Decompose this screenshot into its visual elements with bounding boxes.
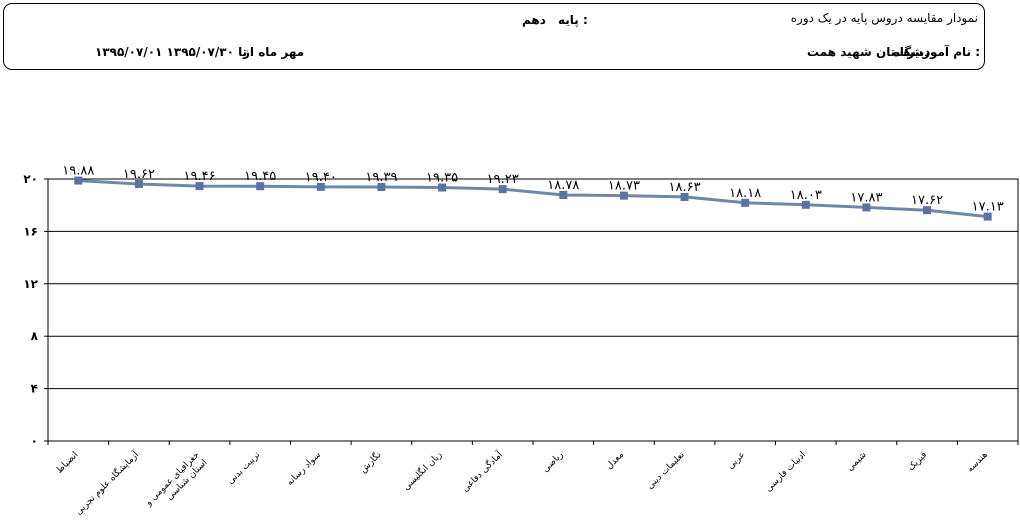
data-label: ۱۷.۱۳: [972, 200, 1004, 215]
data-point: [983, 212, 992, 221]
data-point: [74, 176, 83, 185]
x-tick-label: آمادگی دفاعی: [459, 448, 505, 494]
chart-title: نمودار مقایسه دروس پایه در یک دوره: [790, 11, 978, 25]
period-label: مهر ماه از: [243, 45, 305, 59]
data-label: ۱۹.۸۸: [62, 164, 94, 179]
data-point: [134, 179, 143, 188]
plot-frame: [47, 178, 1019, 442]
x-tick-label: ریاضی: [541, 450, 566, 475]
x-tick-label-line: ریاضی: [541, 450, 566, 475]
header-box: [3, 3, 985, 70]
y-tick-label: ۴: [31, 382, 38, 396]
x-tick-label: جغرافیای عمومی واستان شناسی: [143, 450, 209, 516]
x-tick-label: هندسه: [965, 450, 990, 475]
grade-value: دهم: [522, 13, 546, 27]
x-tick-label-line: شیمی: [845, 450, 868, 473]
data-point: [195, 182, 204, 191]
x-tick-label: ادبیات فارسی: [764, 450, 808, 494]
x-tick-label-line: نگارش: [357, 449, 384, 476]
x-tick-label-line: تربیت بدنی: [226, 450, 263, 487]
x-tick-label-line: فیزیک: [906, 450, 929, 473]
x-tick-label-line: آمادگی دفاعی: [459, 448, 505, 494]
data-label: ۱۷.۸۳: [850, 190, 882, 205]
x-tick-label-line: انضباط: [55, 450, 81, 476]
x-tick-label-line: ادبیات فارسی: [764, 450, 808, 494]
data-point: [498, 185, 507, 194]
x-tick-label: سواد رسانه: [285, 450, 323, 488]
data-label: ۱۸.۷۸: [547, 178, 579, 193]
x-tick-label-line: عربی: [726, 450, 747, 471]
period-value: ۱۳۹۵/۰۷/۰۱ تا ۱۳۹۵/۰۷/۳۰: [95, 45, 248, 59]
data-label: ۱۹.۳۹: [365, 170, 397, 185]
x-tick-label: انضباط: [55, 450, 81, 476]
x-tick-label-line: زبان انگلیسی: [400, 449, 444, 493]
x-tick-label: تربیت بدنی: [226, 450, 263, 487]
y-tick-label: ۰: [31, 434, 38, 448]
x-tick-label: شیمی: [845, 450, 868, 473]
data-point: [377, 182, 386, 191]
x-tick-label: عربی: [726, 450, 747, 471]
data-label: ۱۹.۴۵: [244, 169, 276, 184]
x-tick-label: تعلیمات دینی: [645, 450, 687, 492]
data-label: ۱۸.۶۳: [669, 180, 701, 195]
y-tick-label: ۲۰: [23, 172, 38, 186]
data-point: [316, 182, 325, 191]
x-tick-label-line: آزمایشگاه علوم تجربی: [72, 448, 141, 517]
x-tick-label: معدل: [604, 450, 626, 472]
grade-label: پایه :: [558, 13, 588, 27]
data-label: ۱۸.۱۸: [729, 186, 761, 201]
data-label: ۱۸.۷۳: [608, 179, 640, 194]
y-tick-label: ۱۶: [23, 224, 38, 238]
data-label: ۱۷.۶۲: [911, 193, 943, 208]
x-tick-label: آزمایشگاه علوم تجربی: [72, 448, 141, 517]
data-point: [256, 182, 265, 191]
x-tick-label: زبان انگلیسی: [400, 449, 444, 493]
x-tick-label-line: سواد رسانه: [285, 450, 323, 488]
x-tick-label-line: معدل: [604, 450, 626, 472]
x-tick-label: فیزیک: [906, 450, 929, 473]
data-point: [680, 192, 689, 201]
data-point: [619, 191, 628, 200]
x-tick-label-line: تعلیمات دینی: [645, 450, 687, 492]
school-value: دبیرستان شهید همت: [807, 45, 931, 59]
data-label: ۱۸.۰۳: [790, 188, 822, 203]
data-label: ۱۹.۲۳: [487, 172, 519, 187]
data-point: [923, 206, 932, 215]
data-point: [559, 190, 568, 199]
data-point: [741, 198, 750, 207]
data-label: ۱۹.۶۲: [123, 167, 155, 182]
series-line: [78, 179, 988, 219]
data-point: [862, 203, 871, 212]
y-tick-label: ۸: [31, 329, 39, 343]
x-tick-label-line: هندسه: [965, 450, 990, 475]
data-point: [438, 183, 447, 192]
data-label: ۱۹.۳۵: [426, 171, 458, 186]
data-label: ۱۹.۴۶: [184, 169, 216, 184]
x-tick-label: نگارش: [357, 449, 384, 476]
y-tick-label: ۱۲: [23, 277, 38, 291]
school-label: نام آموزشگاه :: [892, 45, 980, 59]
data-point: [801, 200, 810, 209]
data-label: ۱۹.۴۰: [305, 170, 337, 185]
